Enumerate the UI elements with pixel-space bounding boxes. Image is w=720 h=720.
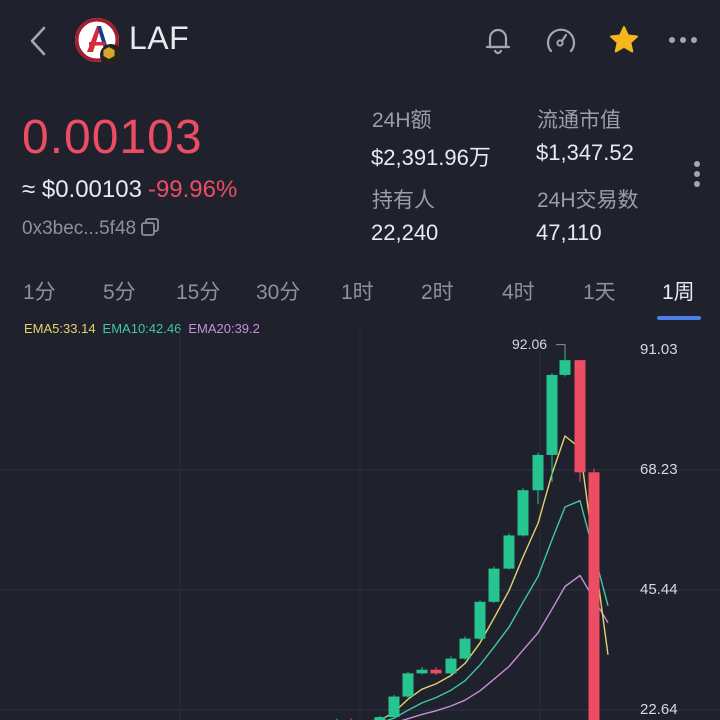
stat-value-market-cap: $1,347.52: [536, 140, 634, 165]
stat-label-24h-trades: 24H交易数: [537, 189, 639, 212]
stat-label-24h-volume: 24H额: [372, 109, 432, 132]
back-chevron-icon[interactable]: [26, 24, 50, 58]
tab-5m[interactable]: 5分: [103, 281, 136, 304]
tab-1d[interactable]: 1天: [583, 281, 616, 304]
gauge-icon[interactable]: [543, 22, 579, 58]
ema10-label: EMA10:42.46: [102, 321, 182, 336]
stat-value-24h-volume: $2,391.96万: [371, 145, 491, 170]
candles: [336, 344, 600, 720]
token-symbol: LAF: [129, 20, 190, 56]
ema-lines: [370, 435, 609, 720]
tab-2h[interactable]: 2时: [421, 281, 454, 304]
star-icon[interactable]: [606, 22, 642, 58]
y-axis-label: 45.44: [640, 581, 678, 598]
stat-value-holders: 22,240: [371, 220, 439, 245]
more-vertical-icon[interactable]: [690, 160, 704, 190]
chain-badge-icon: [100, 44, 122, 66]
copy-icon[interactable]: [140, 217, 160, 237]
tab-4h[interactable]: 4时: [502, 281, 535, 304]
contract-address-text: 0x3bec...5f48: [22, 218, 137, 239]
usd-price-row: ≈ $0.00103 -99.96%: [22, 176, 237, 204]
timeframe-tabs: 1分 5分 15分 30分 1时 2时 4时 1天 1周: [0, 276, 720, 322]
stat-label-market-cap: 流通市值: [537, 109, 621, 132]
price-change-percent: -99.96%: [147, 176, 238, 203]
usd-price: ≈ $0.00103: [22, 176, 142, 203]
tab-30m[interactable]: 30分: [256, 281, 301, 304]
tab-1m[interactable]: 1分: [23, 281, 56, 304]
ema20-label: EMA20:39.2: [188, 321, 260, 336]
stat-value-24h-trades: 47,110: [536, 220, 602, 245]
y-axis-label: 68.23: [640, 461, 678, 478]
top-bar: LAF: [0, 0, 720, 80]
ema-legend: EMA5:33.14 EMA10:42.46 EMA20:39.2: [24, 321, 267, 336]
tab-15m[interactable]: 15分: [176, 281, 221, 304]
tab-1h[interactable]: 1时: [341, 281, 374, 304]
bell-icon[interactable]: [480, 22, 516, 58]
chart-grid: [0, 330, 720, 720]
y-axis-label: 91.03: [640, 341, 678, 358]
y-axis-label: 22.64: [640, 701, 678, 718]
candlestick-chart[interactable]: [0, 330, 720, 720]
ema5-label: EMA5:33.14: [24, 321, 96, 336]
tab-1w[interactable]: 1周: [662, 281, 695, 304]
contract-address[interactable]: 0x3bec...5f48: [22, 217, 160, 240]
active-tab-indicator: [657, 316, 701, 320]
current-price: 0.00103: [22, 111, 203, 164]
high-price-marker: 92.06: [512, 336, 548, 352]
stat-label-holders: 持有人: [372, 189, 435, 212]
more-horizontal-icon[interactable]: [664, 22, 704, 58]
